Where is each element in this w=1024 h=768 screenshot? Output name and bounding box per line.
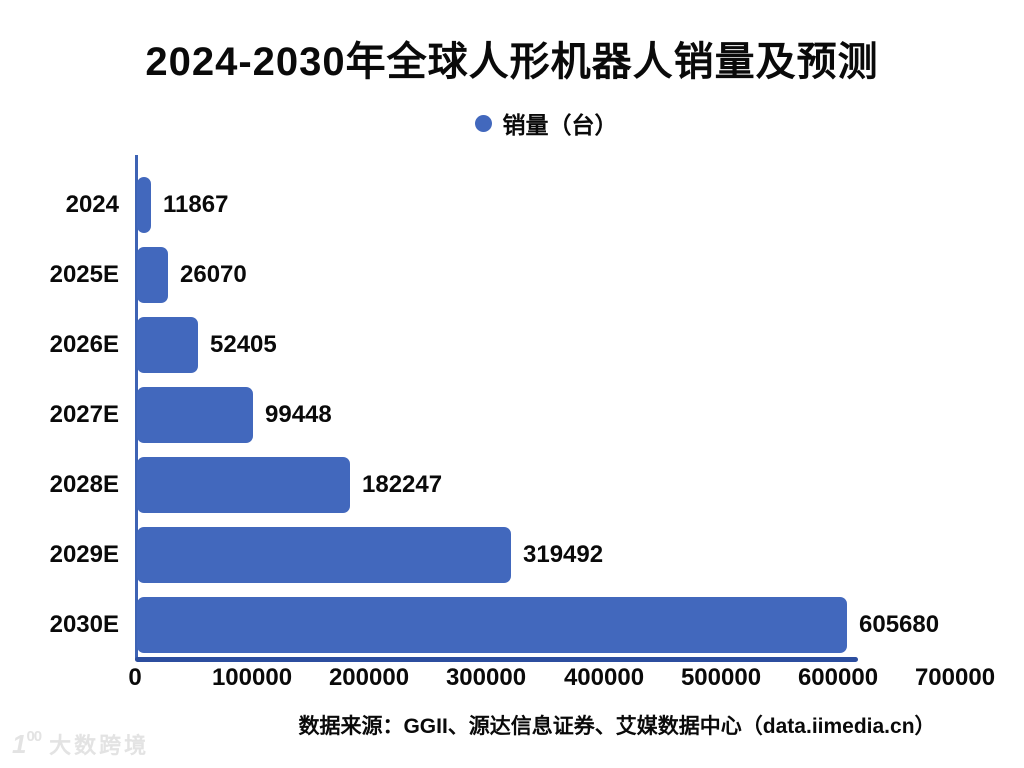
- bar-2025E: [137, 247, 168, 303]
- bar-row: 2026E 52405: [0, 310, 1024, 380]
- category-label: 2027E: [49, 401, 119, 428]
- legend: 销量（台）: [34, 110, 1024, 138]
- category-label: 2025E: [49, 261, 119, 288]
- bar-row: 2025E 26070: [0, 240, 1024, 310]
- watermark: 1 00 大数跨境: [12, 728, 149, 760]
- x-tick-label: 700000: [914, 664, 996, 691]
- y-axis-line: [135, 155, 138, 660]
- data-source-note: 数据来源：GGII、源达信息证券、艾媒数据中心（data.iimedia.cn）: [298, 715, 936, 738]
- x-tick-label: 100000: [211, 664, 293, 691]
- x-tick-label: 0: [128, 664, 142, 691]
- bar-2024: [137, 177, 151, 233]
- bar-2026E: [137, 317, 198, 373]
- legend-marker-icon: [474, 114, 492, 132]
- value-label: 11867: [163, 191, 229, 218]
- x-tick-label: 400000: [563, 664, 645, 691]
- bar-row: 2024 11867: [0, 170, 1024, 240]
- bar-2027E: [137, 387, 253, 443]
- bar-2030E: [137, 597, 847, 653]
- bar-2028E: [137, 457, 350, 513]
- value-label: 52405: [210, 331, 277, 358]
- legend-label: 销量（台）: [502, 112, 618, 138]
- category-label: 2026E: [49, 331, 119, 358]
- category-label: 2030E: [49, 611, 119, 638]
- x-tick-label: 500000: [680, 664, 762, 691]
- bar-row: 2027E 99448: [0, 380, 1024, 450]
- value-label: 605680: [859, 611, 940, 638]
- value-label: 26070: [180, 261, 247, 288]
- category-label: 2024: [65, 191, 119, 218]
- x-axis-ticks: 0 100000 200000 300000 400000 500000 600000 700…: [128, 664, 995, 694]
- value-label: 99448: [265, 401, 332, 428]
- x-tick-label: 300000: [445, 664, 527, 691]
- bar-chart: 2024 11867 2025E 26070 2026E 52405 2027E 99448 2…: [0, 155, 1024, 695]
- bar-row: 2028E 182247: [0, 450, 1024, 520]
- x-tick-label: 600000: [797, 664, 879, 691]
- value-label: 182247: [362, 471, 443, 498]
- bar-rows: 2024 11867 2025E 26070 2026E 52405 2027E 99448 2…: [0, 170, 1024, 660]
- x-tick-label: 200000: [328, 664, 410, 691]
- category-label: 2028E: [49, 471, 119, 498]
- watermark-text: 大数跨境: [49, 733, 150, 758]
- x-axis-line: [135, 657, 858, 662]
- bar-row: 2030E 605680: [0, 590, 1024, 660]
- category-label: 2029E: [49, 541, 119, 568]
- bar-2029E: [137, 527, 511, 583]
- bar-row: 2029E 319492: [0, 520, 1024, 590]
- chart-title: 2024-2030年全球人形机器人销量及预测: [145, 40, 879, 84]
- watermark-logo-icon: 1 00: [12, 728, 42, 759]
- value-label: 319492: [523, 541, 604, 568]
